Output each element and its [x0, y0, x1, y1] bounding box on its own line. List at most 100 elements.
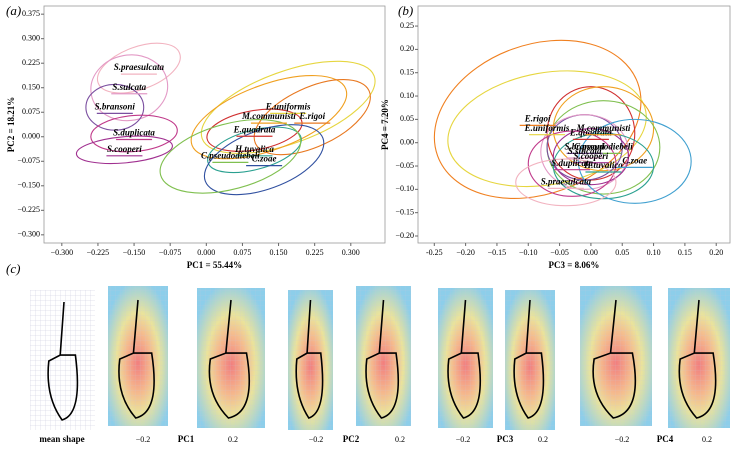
y-axis-label: PC4 = 7.20% [380, 99, 390, 150]
x-tick-label: 0.00 [584, 248, 598, 257]
series-label: S.praesulcata [541, 176, 592, 186]
series-label: E.quadrata [569, 127, 612, 137]
series-label: E.uniformis [265, 101, 311, 111]
shape-outline [447, 299, 482, 419]
x-tick-label: 0.20 [709, 248, 723, 257]
y-tick-label: −0.15 [395, 208, 414, 217]
x-tick-label: −0.150 [123, 248, 146, 257]
y-tick-label: 0.375 [22, 9, 40, 18]
shape-outline [678, 299, 717, 419]
mean-outline [47, 301, 79, 421]
confidence-ellipse [527, 130, 617, 197]
high-label: 0.2 [395, 435, 405, 444]
high-label: 0.2 [538, 435, 548, 444]
y-tick-label: 0.15 [400, 68, 414, 77]
series-label: C.pseudodiebeli [201, 150, 260, 160]
series-label: S.sulcata [112, 82, 146, 92]
x-axis-label: PC1 = 55.44% [187, 260, 242, 270]
series-label: H.tuvalica [583, 160, 623, 170]
component-label: PC3 [497, 434, 514, 444]
plot-frame [417, 5, 731, 244]
y-tick-label: 0.25 [400, 21, 414, 30]
x-tick-label: 0.15 [678, 248, 692, 257]
x-tick-label: 0.075 [233, 248, 251, 257]
component-label: PC1 [178, 434, 195, 444]
y-tick-label: −0.300 [17, 230, 40, 239]
series-label: M.communisti [241, 111, 296, 121]
series-label: C.zoae [252, 154, 277, 164]
y-tick-label: −0.075 [17, 156, 40, 165]
plot-frame [43, 5, 386, 244]
grid-overlay [438, 288, 493, 428]
y-tick-label: 0.10 [400, 91, 414, 100]
low-label: −0.2 [309, 435, 324, 444]
series-label: S.duplicata [551, 158, 593, 168]
panel-label: (a) [6, 3, 21, 18]
confidence-ellipse [90, 114, 178, 153]
y-tick-label: 0.075 [22, 107, 40, 116]
series-label: E.quadrata [233, 124, 276, 134]
high-label: 0.2 [702, 435, 712, 444]
series-label: M.communisti [576, 123, 631, 133]
x-tick-label: 0.000 [197, 248, 215, 257]
x-axis-label: PC3 = 8.06% [549, 260, 600, 270]
series-label: S.duplicata [113, 128, 155, 138]
shape-outline [592, 299, 637, 419]
y-tick-label: 0.300 [22, 34, 40, 43]
low-label: −0.2 [456, 435, 471, 444]
x-tick-label: −0.15 [488, 248, 507, 257]
high-label: 0.2 [228, 435, 238, 444]
x-tick-label: −0.20 [456, 248, 475, 257]
x-tick-label: −0.225 [87, 248, 110, 257]
confidence-ellipse [207, 126, 302, 174]
x-tick-label: −0.10 [519, 248, 538, 257]
confidence-ellipse [253, 79, 371, 156]
y-tick-label: 0.05 [400, 114, 414, 123]
grid-overlay [197, 288, 265, 428]
confidence-ellipse [515, 158, 617, 207]
y-tick-label: 0.225 [22, 58, 40, 67]
confidence-ellipse [85, 83, 145, 131]
y-axis-label: PC2 = 18.21% [6, 97, 16, 152]
component-label: PC2 [343, 434, 360, 444]
series-label: C.zoae [622, 155, 647, 165]
shape-outline [513, 299, 545, 419]
grid-overlay [505, 290, 555, 430]
x-tick-label: −0.075 [159, 248, 182, 257]
x-tick-label: 0.150 [270, 248, 288, 257]
x-tick-label: 0.225 [306, 248, 324, 257]
series-label: S.bransoni [95, 101, 136, 111]
confidence-ellipse [159, 119, 302, 194]
y-tick-label: 0.00 [400, 138, 414, 147]
confidence-ellipse [447, 70, 647, 188]
x-tick-label: −0.05 [550, 248, 569, 257]
y-tick-label: −0.10 [395, 184, 414, 193]
y-tick-label: 0.20 [400, 44, 414, 53]
confidence-ellipse [552, 128, 630, 186]
low-label: −0.2 [136, 435, 151, 444]
confidence-ellipse [552, 132, 655, 200]
component-label: PC4 [657, 434, 674, 444]
y-tick-label: −0.150 [17, 181, 40, 190]
series-label: H.tuvalica [234, 144, 274, 154]
series-label: S.sulcata [568, 146, 602, 156]
shape-outline [208, 299, 251, 419]
confidence-ellipse [203, 124, 325, 196]
series-label: S.cooperi [574, 151, 609, 161]
confidence-ellipse [190, 75, 348, 160]
confidence-ellipse [206, 108, 303, 152]
confidence-ellipse [433, 39, 642, 199]
series-label: C.pseudodiebeli [574, 141, 633, 151]
series-label: E.rigoi [524, 113, 551, 123]
series-label: E.rigoi [298, 111, 325, 121]
shape-outline [365, 299, 400, 419]
low-label: −0.2 [615, 435, 630, 444]
series-label: E.uniformis [524, 123, 570, 133]
grid-overlay [668, 288, 730, 428]
series-label: S.praesulcata [114, 62, 165, 72]
shape-outline [118, 299, 155, 419]
confidence-ellipse [577, 118, 692, 204]
panel-label: (b) [398, 3, 413, 18]
y-tick-label: −0.225 [17, 205, 40, 214]
